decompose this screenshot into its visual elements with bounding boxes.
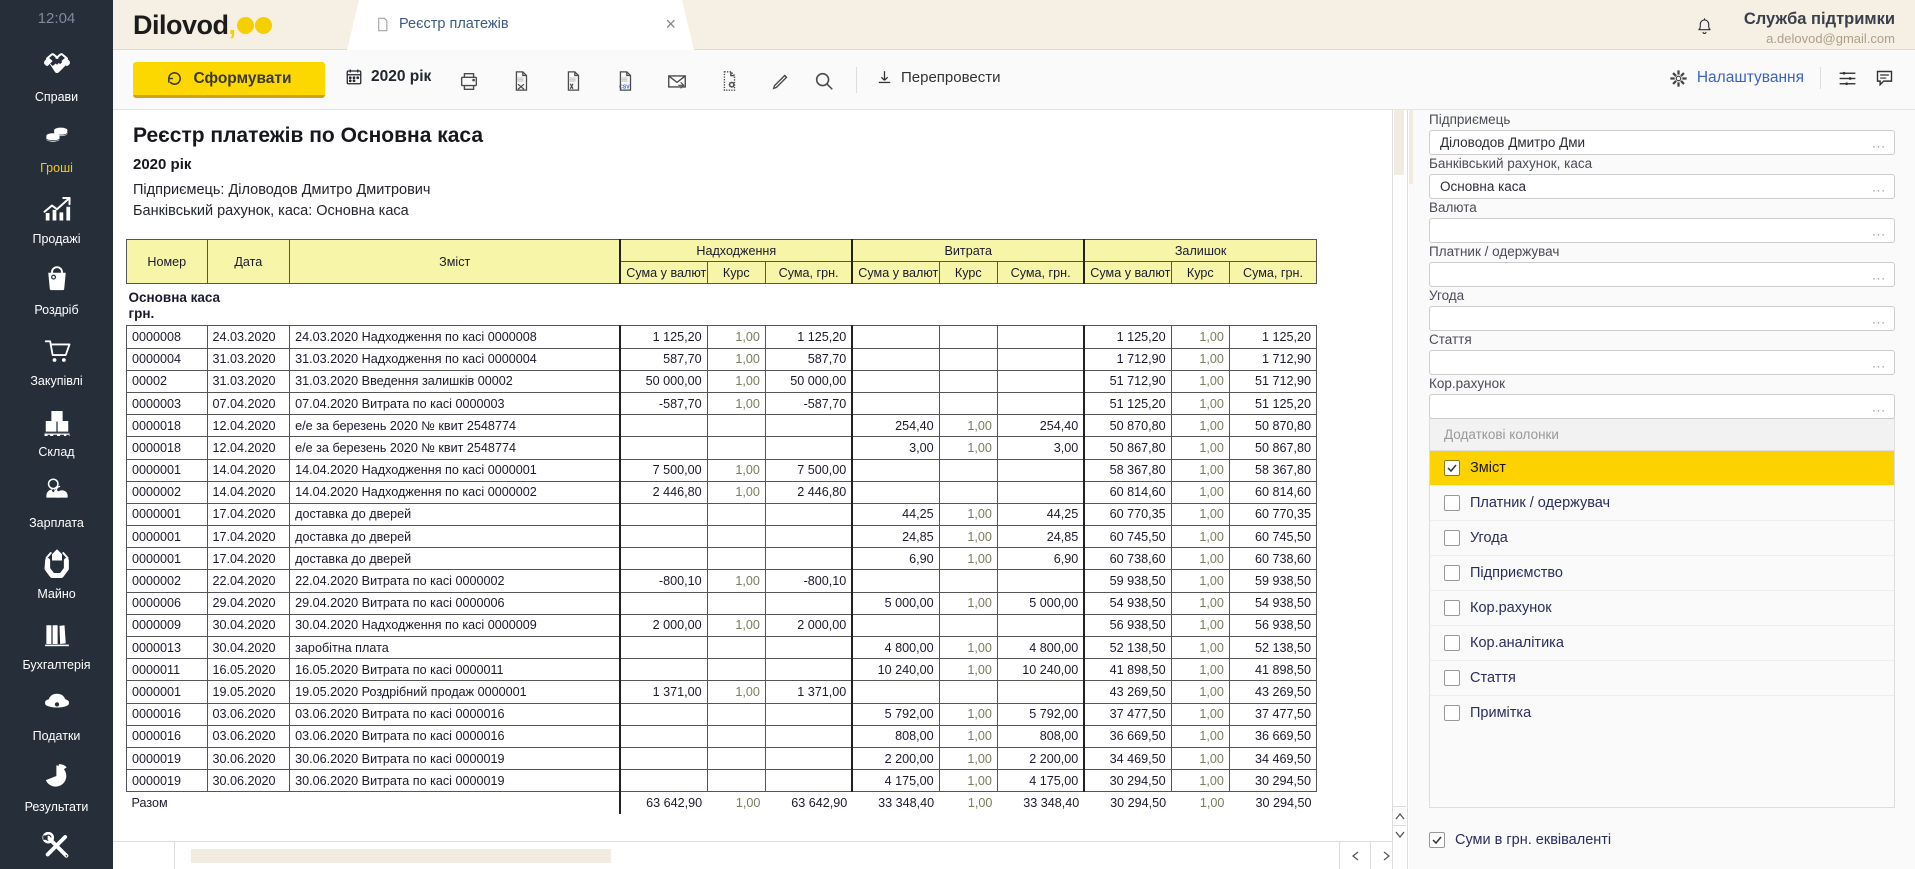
svg-text:CSV: CSV bbox=[619, 84, 630, 90]
